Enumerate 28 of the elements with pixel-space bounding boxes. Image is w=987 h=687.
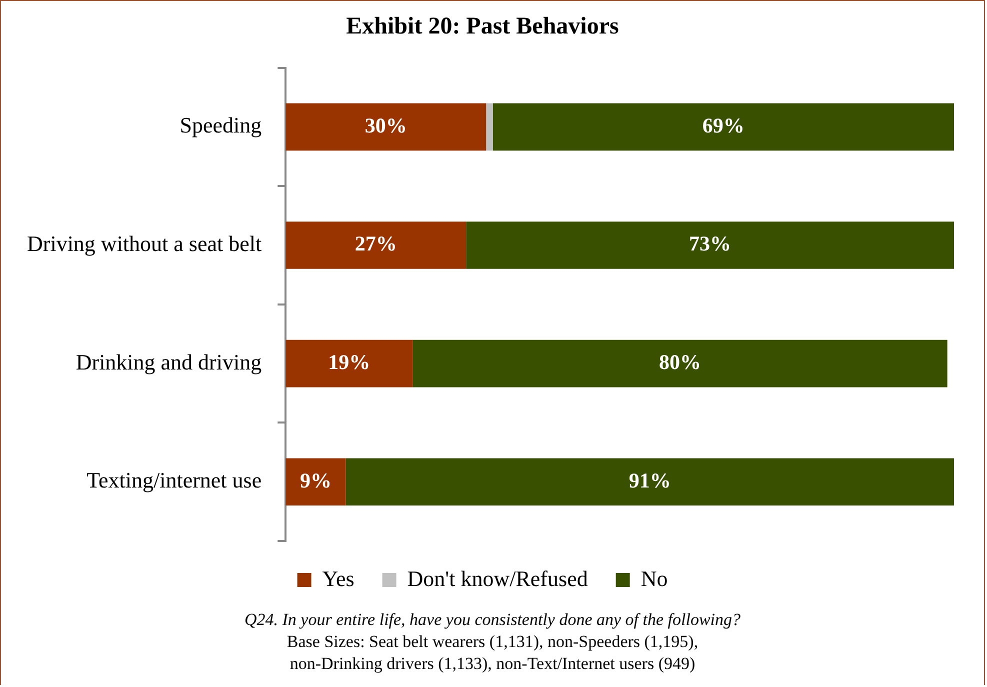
bar bbox=[346, 458, 954, 506]
chart-title: Exhibit 20: Past Behaviors bbox=[346, 14, 619, 40]
legend-label: Don't know/Refused bbox=[407, 566, 588, 591]
bar bbox=[492, 103, 954, 151]
data-label: 91% bbox=[628, 468, 671, 492]
bar bbox=[466, 222, 954, 269]
data-label: 30% bbox=[364, 113, 407, 138]
data-label: 9% bbox=[300, 468, 332, 492]
data-label: 19% bbox=[328, 350, 370, 374]
y-tick-label: Driving without a seat belt bbox=[26, 231, 262, 256]
y-tick-label: Speeding bbox=[180, 112, 262, 138]
bar bbox=[286, 222, 466, 269]
data-label: 69% bbox=[702, 113, 744, 138]
bar bbox=[412, 340, 948, 388]
y-tick-label: Drinking and driving bbox=[76, 349, 262, 374]
text: Q24. In your entire life, have you consistently done any of the following? bbox=[243, 609, 742, 631]
bar bbox=[286, 103, 486, 151]
bar bbox=[486, 103, 493, 151]
text: non-Drinking drivers (1,133), non-Text/Internet users (949) bbox=[288, 653, 696, 675]
data-label: 73% bbox=[689, 232, 732, 256]
bar bbox=[286, 458, 346, 506]
data-label: 27% bbox=[354, 232, 397, 256]
text: Base Sizes: Seat belt wearers (1,131), non-Speeders (1,195), bbox=[286, 631, 700, 653]
data-label: 80% bbox=[658, 350, 701, 374]
legend-label: Yes bbox=[322, 566, 354, 591]
legend-label: No bbox=[640, 566, 668, 591]
bar bbox=[286, 340, 413, 388]
y-tick-label: Texting/internet use bbox=[86, 468, 262, 493]
